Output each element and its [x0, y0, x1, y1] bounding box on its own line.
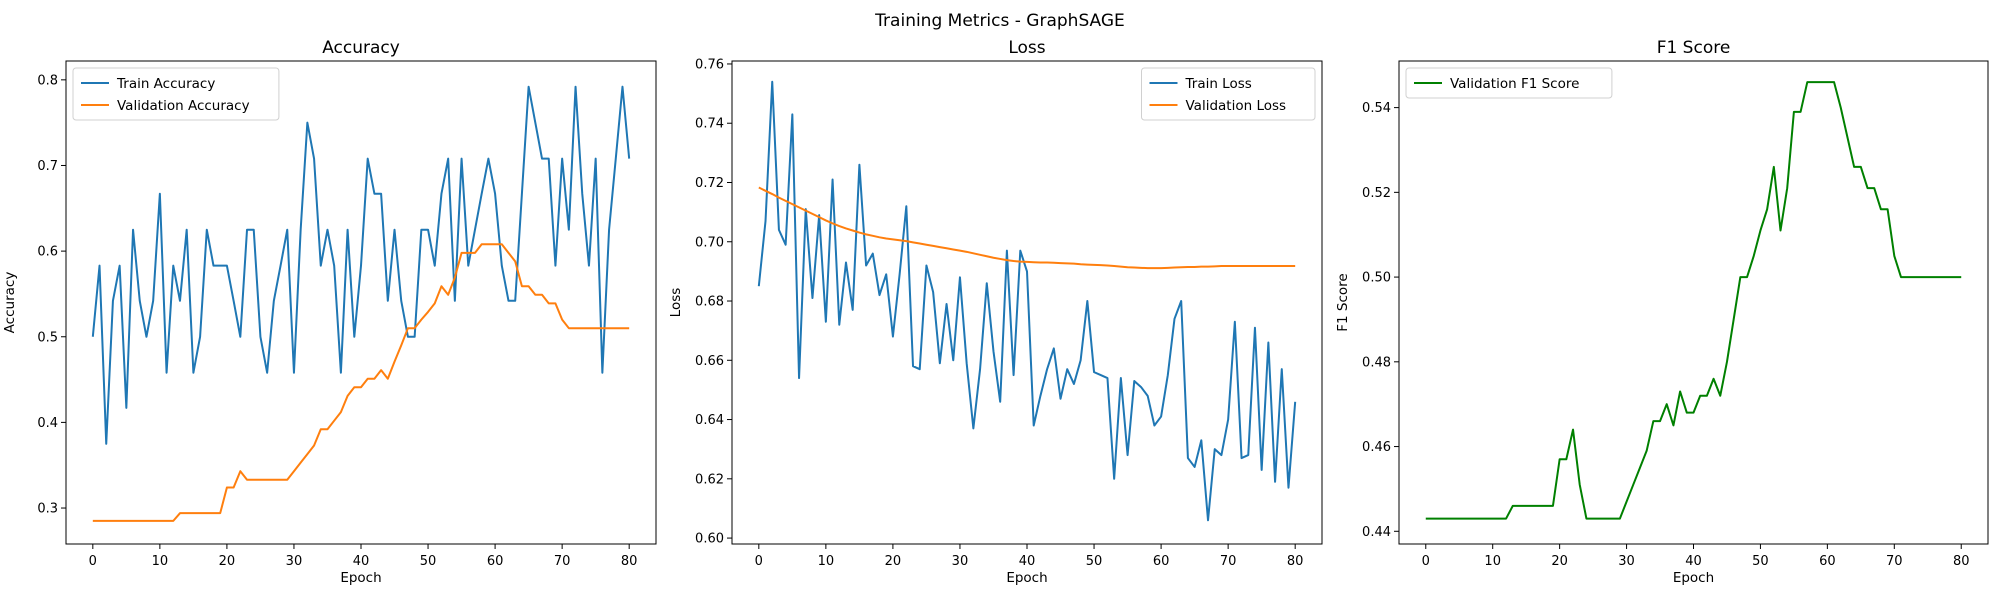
- panel-2: 0 10 20 30 40 50 60 70 80 0.60 0.62 0.64 0.66 0.68 0.7…: [668, 38, 1323, 586]
- x-axis-label: Epoch: [1006, 570, 1047, 586]
- y-tick-label: 0.44: [1362, 525, 1391, 540]
- axes-frame: [65, 60, 657, 545]
- panel-3: 0 10 20 30 40 50 60 70 80 0.44 0.46 0.48 0.50 0.52 0.5…: [1335, 38, 1989, 586]
- x-tick-label: 80: [1953, 554, 1970, 569]
- x-tick-label: 40: [1019, 554, 1036, 569]
- x-tick-label: 0: [755, 554, 763, 569]
- y-tick-label: 0.62: [695, 472, 724, 487]
- y-tick-label: 0.64: [695, 413, 724, 428]
- y-tick-label: 0.8: [37, 73, 58, 88]
- y-tick-label: 0.70: [695, 235, 724, 250]
- x-tick-label: 80: [1287, 554, 1304, 569]
- y-tick-label: 0.7: [37, 159, 58, 174]
- y-axis-label: Accuracy: [2, 272, 18, 334]
- y-tick-label: 0.74: [695, 117, 724, 132]
- axes-frame: [731, 60, 1323, 545]
- y-tick-label: 0.3: [37, 502, 58, 517]
- x-tick-label: 70: [1220, 554, 1237, 569]
- x-tick-label: 60: [1153, 554, 1170, 569]
- x-tick-label: 10: [152, 554, 169, 569]
- x-tick-label: 10: [818, 554, 835, 569]
- legend-label: Train Loss: [1185, 76, 1252, 92]
- x-tick-label: 20: [885, 554, 902, 569]
- axes-frame: [1398, 60, 1989, 545]
- x-tick-label: 50: [420, 554, 437, 569]
- y-tick-label: 0.46: [1362, 440, 1391, 455]
- legend: Train Loss Validation Loss: [1141, 67, 1316, 121]
- series-line-2: [92, 243, 630, 522]
- y-axis-label: F1 Score: [1335, 273, 1351, 331]
- x-tick-label: 70: [1886, 554, 1903, 569]
- x-tick-label: 0: [1422, 554, 1430, 569]
- x-tick-label: 50: [1752, 554, 1769, 569]
- legend-box: [1141, 67, 1316, 121]
- legend: Validation F1 Score: [1405, 67, 1613, 99]
- x-tick-label: 80: [621, 554, 638, 569]
- y-tick-label: 0.6: [37, 245, 58, 260]
- y-tick-label: 0.50: [1362, 271, 1391, 286]
- x-tick-label: 60: [487, 554, 504, 569]
- legend-label: Validation Accuracy: [117, 98, 250, 114]
- legend-box: [1405, 67, 1613, 99]
- x-tick-label: 50: [1086, 554, 1103, 569]
- chart-title: Loss: [1008, 38, 1045, 58]
- y-tick-label: 0.60: [695, 532, 724, 547]
- y-tick-label: 0.72: [695, 176, 724, 191]
- series-line-2: [758, 186, 1296, 270]
- x-tick-label: 40: [353, 554, 370, 569]
- x-axis-label: Epoch: [1673, 570, 1714, 586]
- figure-title: Training Metrics - GraphSAGE: [874, 11, 1125, 31]
- x-tick-label: 10: [1484, 554, 1501, 569]
- legend-label: Validation Loss: [1186, 98, 1287, 114]
- panel-1: 0 10 20 30 40 50 60 70 80 0.3 0.4 0.5 0.6 0.7 0.8 Accur…: [2, 38, 657, 586]
- y-tick-label: 0.66: [695, 354, 724, 369]
- chart-title: Accuracy: [322, 38, 400, 58]
- x-tick-label: 40: [1685, 554, 1702, 569]
- x-tick-label: 70: [554, 554, 571, 569]
- x-tick-label: 30: [286, 554, 303, 569]
- y-tick-label: 0.54: [1362, 101, 1391, 116]
- y-tick-label: 0.4: [37, 416, 58, 431]
- series-line-1: [757, 80, 1297, 522]
- y-tick-label: 0.48: [1362, 355, 1391, 370]
- y-tick-label: 0.68: [695, 295, 724, 310]
- legend-box: [72, 67, 280, 121]
- x-axis-label: Epoch: [340, 570, 381, 586]
- x-tick-label: 20: [1551, 554, 1568, 569]
- legend: Train Accuracy Validation Accuracy: [72, 67, 280, 121]
- x-tick-label: 60: [1819, 554, 1836, 569]
- series-line-1: [1425, 81, 1962, 520]
- legend-label: Validation F1 Score: [1450, 76, 1579, 92]
- x-tick-label: 20: [219, 554, 236, 569]
- y-tick-label: 0.52: [1362, 186, 1391, 201]
- chart-title: F1 Score: [1657, 38, 1731, 58]
- legend-label: Train Accuracy: [116, 76, 215, 92]
- x-tick-label: 0: [89, 554, 97, 569]
- x-tick-label: 30: [952, 554, 969, 569]
- y-tick-label: 0.76: [695, 57, 724, 72]
- y-axis-label: Loss: [668, 288, 684, 318]
- series-line-1: [91, 85, 631, 445]
- x-tick-label: 30: [1618, 554, 1635, 569]
- y-tick-label: 0.5: [37, 330, 58, 345]
